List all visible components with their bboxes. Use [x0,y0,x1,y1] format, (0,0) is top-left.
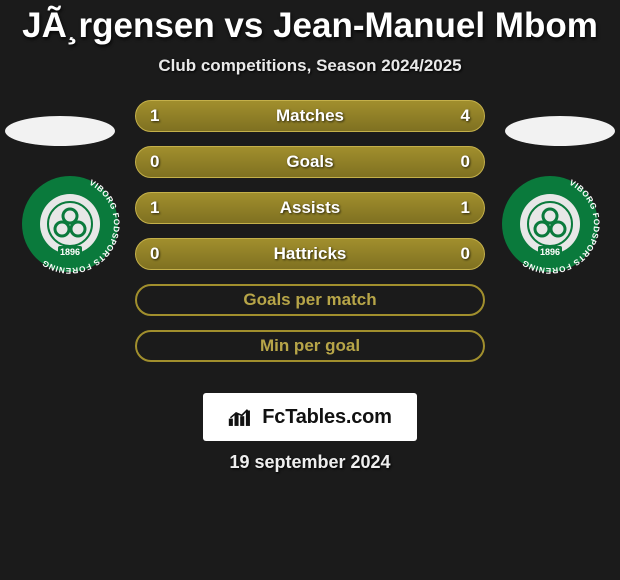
stat-label: Hattricks [274,244,347,264]
club-crest-right: VIBORG FODSPORTS FORENING 1896 [500,174,600,274]
stat-label: Assists [280,198,340,218]
stat-right-value: 1 [461,198,470,218]
stat-right-value: 0 [461,152,470,172]
stat-left-value: 0 [150,244,159,264]
stat-left-value: 1 [150,106,159,126]
brand-text: FcTables.com [262,406,392,429]
stat-row-assists: 1 Assists 1 [135,192,485,224]
stat-right-value: 4 [461,106,470,126]
stat-row-hattricks: 0 Hattricks 0 [135,238,485,270]
stat-label: Goals [286,152,333,172]
stat-rows: 1 Matches 4 0 Goals 0 1 Assists 1 0 Hatt… [135,100,485,376]
brand-badge: FcTables.com [203,393,417,441]
stat-left-value: 1 [150,198,159,218]
player-photo-left [5,116,115,146]
subtitle: Club competitions, Season 2024/2025 [0,56,620,76]
stat-label: Min per goal [260,336,360,356]
club-crest-left: VIBORG FODSPORTS FORENING 1896 [20,174,120,274]
player-photo-right [505,116,615,146]
brand-icon [228,407,254,427]
page-title: JÃ¸rgensen vs Jean-Manuel Mbom [0,0,620,46]
stat-row-goals-per-match: Goals per match [135,284,485,316]
crest-year-right: 1896 [540,247,560,257]
stat-label: Goals per match [243,290,376,310]
stat-row-min-per-goal: Min per goal [135,330,485,362]
stat-left-value: 0 [150,152,159,172]
stat-right-value: 0 [461,244,470,264]
stat-label: Matches [276,106,344,126]
stat-row-matches: 1 Matches 4 [135,100,485,132]
stat-row-goals: 0 Goals 0 [135,146,485,178]
crest-year-left: 1896 [60,247,80,257]
date-text: 19 september 2024 [0,452,620,473]
